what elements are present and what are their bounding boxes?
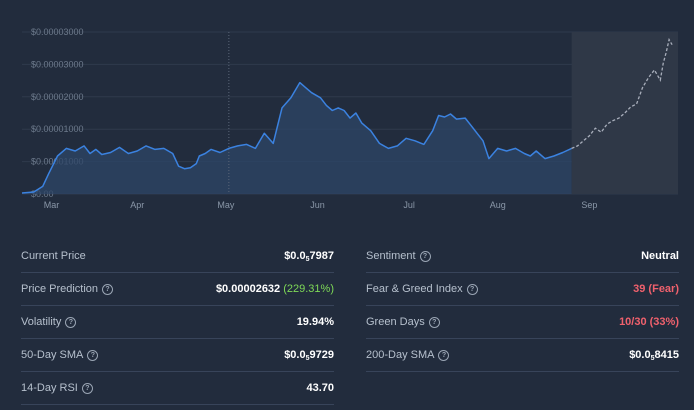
stat-row-green-days: Green Days? 10/30 (33%): [366, 306, 679, 339]
current-price-digits: 7987: [309, 250, 334, 262]
sma-50-zero-count: 5: [305, 355, 310, 362]
stat-label: Volatility?: [21, 316, 77, 328]
price-prediction-value: $0.00002632 (229.31%): [216, 283, 334, 295]
forecast-region: [571, 32, 678, 194]
x-tick-label: Aug: [490, 200, 506, 210]
rsi-value: 43.70: [306, 382, 334, 394]
fear-greed-value: 39 (Fear): [633, 283, 679, 295]
sma-50-prefix: $0.0: [284, 349, 306, 361]
sma-200-value: $0.058415: [629, 349, 679, 362]
current-price-zero-count: 5: [305, 256, 310, 263]
info-icon[interactable]: ?: [102, 283, 114, 295]
stat-label: Current Price: [21, 250, 86, 262]
green-days-label: Green Days: [366, 316, 425, 328]
y-tick-label: $0.00001000: [31, 124, 84, 134]
stat-row-volatility: Volatility? 19.94%: [21, 306, 334, 339]
y-tick-label: $0.00003000: [31, 59, 84, 69]
stat-label: 14-Day RSI?: [21, 382, 93, 394]
y-tick-label: $0.00003000: [31, 27, 84, 37]
price-prediction-change: (229.31%): [283, 283, 334, 295]
sma-200-zero-count: 5: [650, 355, 655, 362]
sma-200-prefix: $0.0: [629, 349, 651, 361]
stat-row-price-prediction: Price Prediction? $0.00002632 (229.31%): [21, 273, 334, 306]
volatility-value: 19.94%: [296, 316, 334, 328]
stat-label: Fear & Greed Index?: [366, 283, 478, 295]
stat-label: 200-Day SMA?: [366, 349, 450, 361]
stat-row-fear-greed: Fear & Greed Index? 39 (Fear): [366, 273, 679, 306]
info-icon[interactable]: ?: [466, 283, 478, 295]
price-chart-svg: $0.00003000 $0.00003000 $0.00002000 $0.0000…: [21, 27, 678, 210]
info-icon[interactable]: ?: [438, 349, 450, 361]
current-price-prefix: $0.0: [284, 250, 306, 262]
sma-50-digits: 9729: [309, 349, 334, 361]
price-area: [22, 82, 572, 194]
x-tick-label: Apr: [130, 200, 144, 210]
volatility-label: Volatility: [21, 316, 62, 328]
y-tick-label: $0.00002000: [31, 92, 84, 102]
info-icon[interactable]: ?: [81, 382, 93, 394]
sma-200-digits: 8415: [654, 349, 679, 361]
x-tick-label: Jul: [403, 200, 415, 210]
rsi-label: 14-Day RSI: [21, 382, 78, 394]
info-icon[interactable]: ?: [428, 316, 440, 328]
info-icon[interactable]: ?: [419, 250, 431, 262]
stats-right-column: Sentiment? Neutral Fear & Greed Index? 3…: [366, 240, 679, 372]
stat-row-sentiment: Sentiment? Neutral: [366, 240, 679, 273]
price-chart[interactable]: $0.00003000 $0.00003000 $0.00002000 $0.0000…: [0, 22, 694, 222]
x-tick-label: Sep: [581, 200, 597, 210]
stat-row-14-day-rsi: 14-Day RSI? 43.70: [21, 372, 334, 405]
price-line: [21, 81, 572, 194]
stats-left-column: Current Price $0.057987 Price Prediction…: [21, 240, 334, 405]
info-icon[interactable]: ?: [65, 316, 77, 328]
sentiment-value: Neutral: [641, 250, 679, 262]
price-prediction-label: Price Prediction: [21, 283, 99, 295]
fear-greed-label: Fear & Greed Index: [366, 283, 463, 295]
info-icon[interactable]: ?: [87, 349, 99, 361]
stat-label: Sentiment?: [366, 250, 431, 262]
sentiment-label: Sentiment: [366, 250, 416, 262]
current-price-value: $0.057987: [284, 250, 334, 263]
sma-200-label: 200-Day SMA: [366, 349, 435, 361]
stat-row-50-day-sma: 50-Day SMA? $0.059729: [21, 339, 334, 372]
stat-label: Price Prediction?: [21, 283, 114, 295]
green-days-value: 10/30 (33%): [619, 316, 679, 328]
x-tick-label: Jun: [310, 200, 325, 210]
stat-row-200-day-sma: 200-Day SMA? $0.058415: [366, 339, 679, 372]
stat-label: 50-Day SMA?: [21, 349, 99, 361]
price-prediction-amount: $0.00002632: [215, 283, 281, 295]
sma-50-label: 50-Day SMA: [21, 349, 84, 361]
sma-50-value: $0.059729: [284, 349, 334, 362]
x-tick-label: May: [217, 200, 235, 210]
stat-label: Green Days?: [366, 316, 440, 328]
x-tick-label: Mar: [44, 200, 60, 210]
current-price-label: Current Price: [21, 250, 86, 262]
stat-row-current-price: Current Price $0.057987: [21, 240, 334, 273]
